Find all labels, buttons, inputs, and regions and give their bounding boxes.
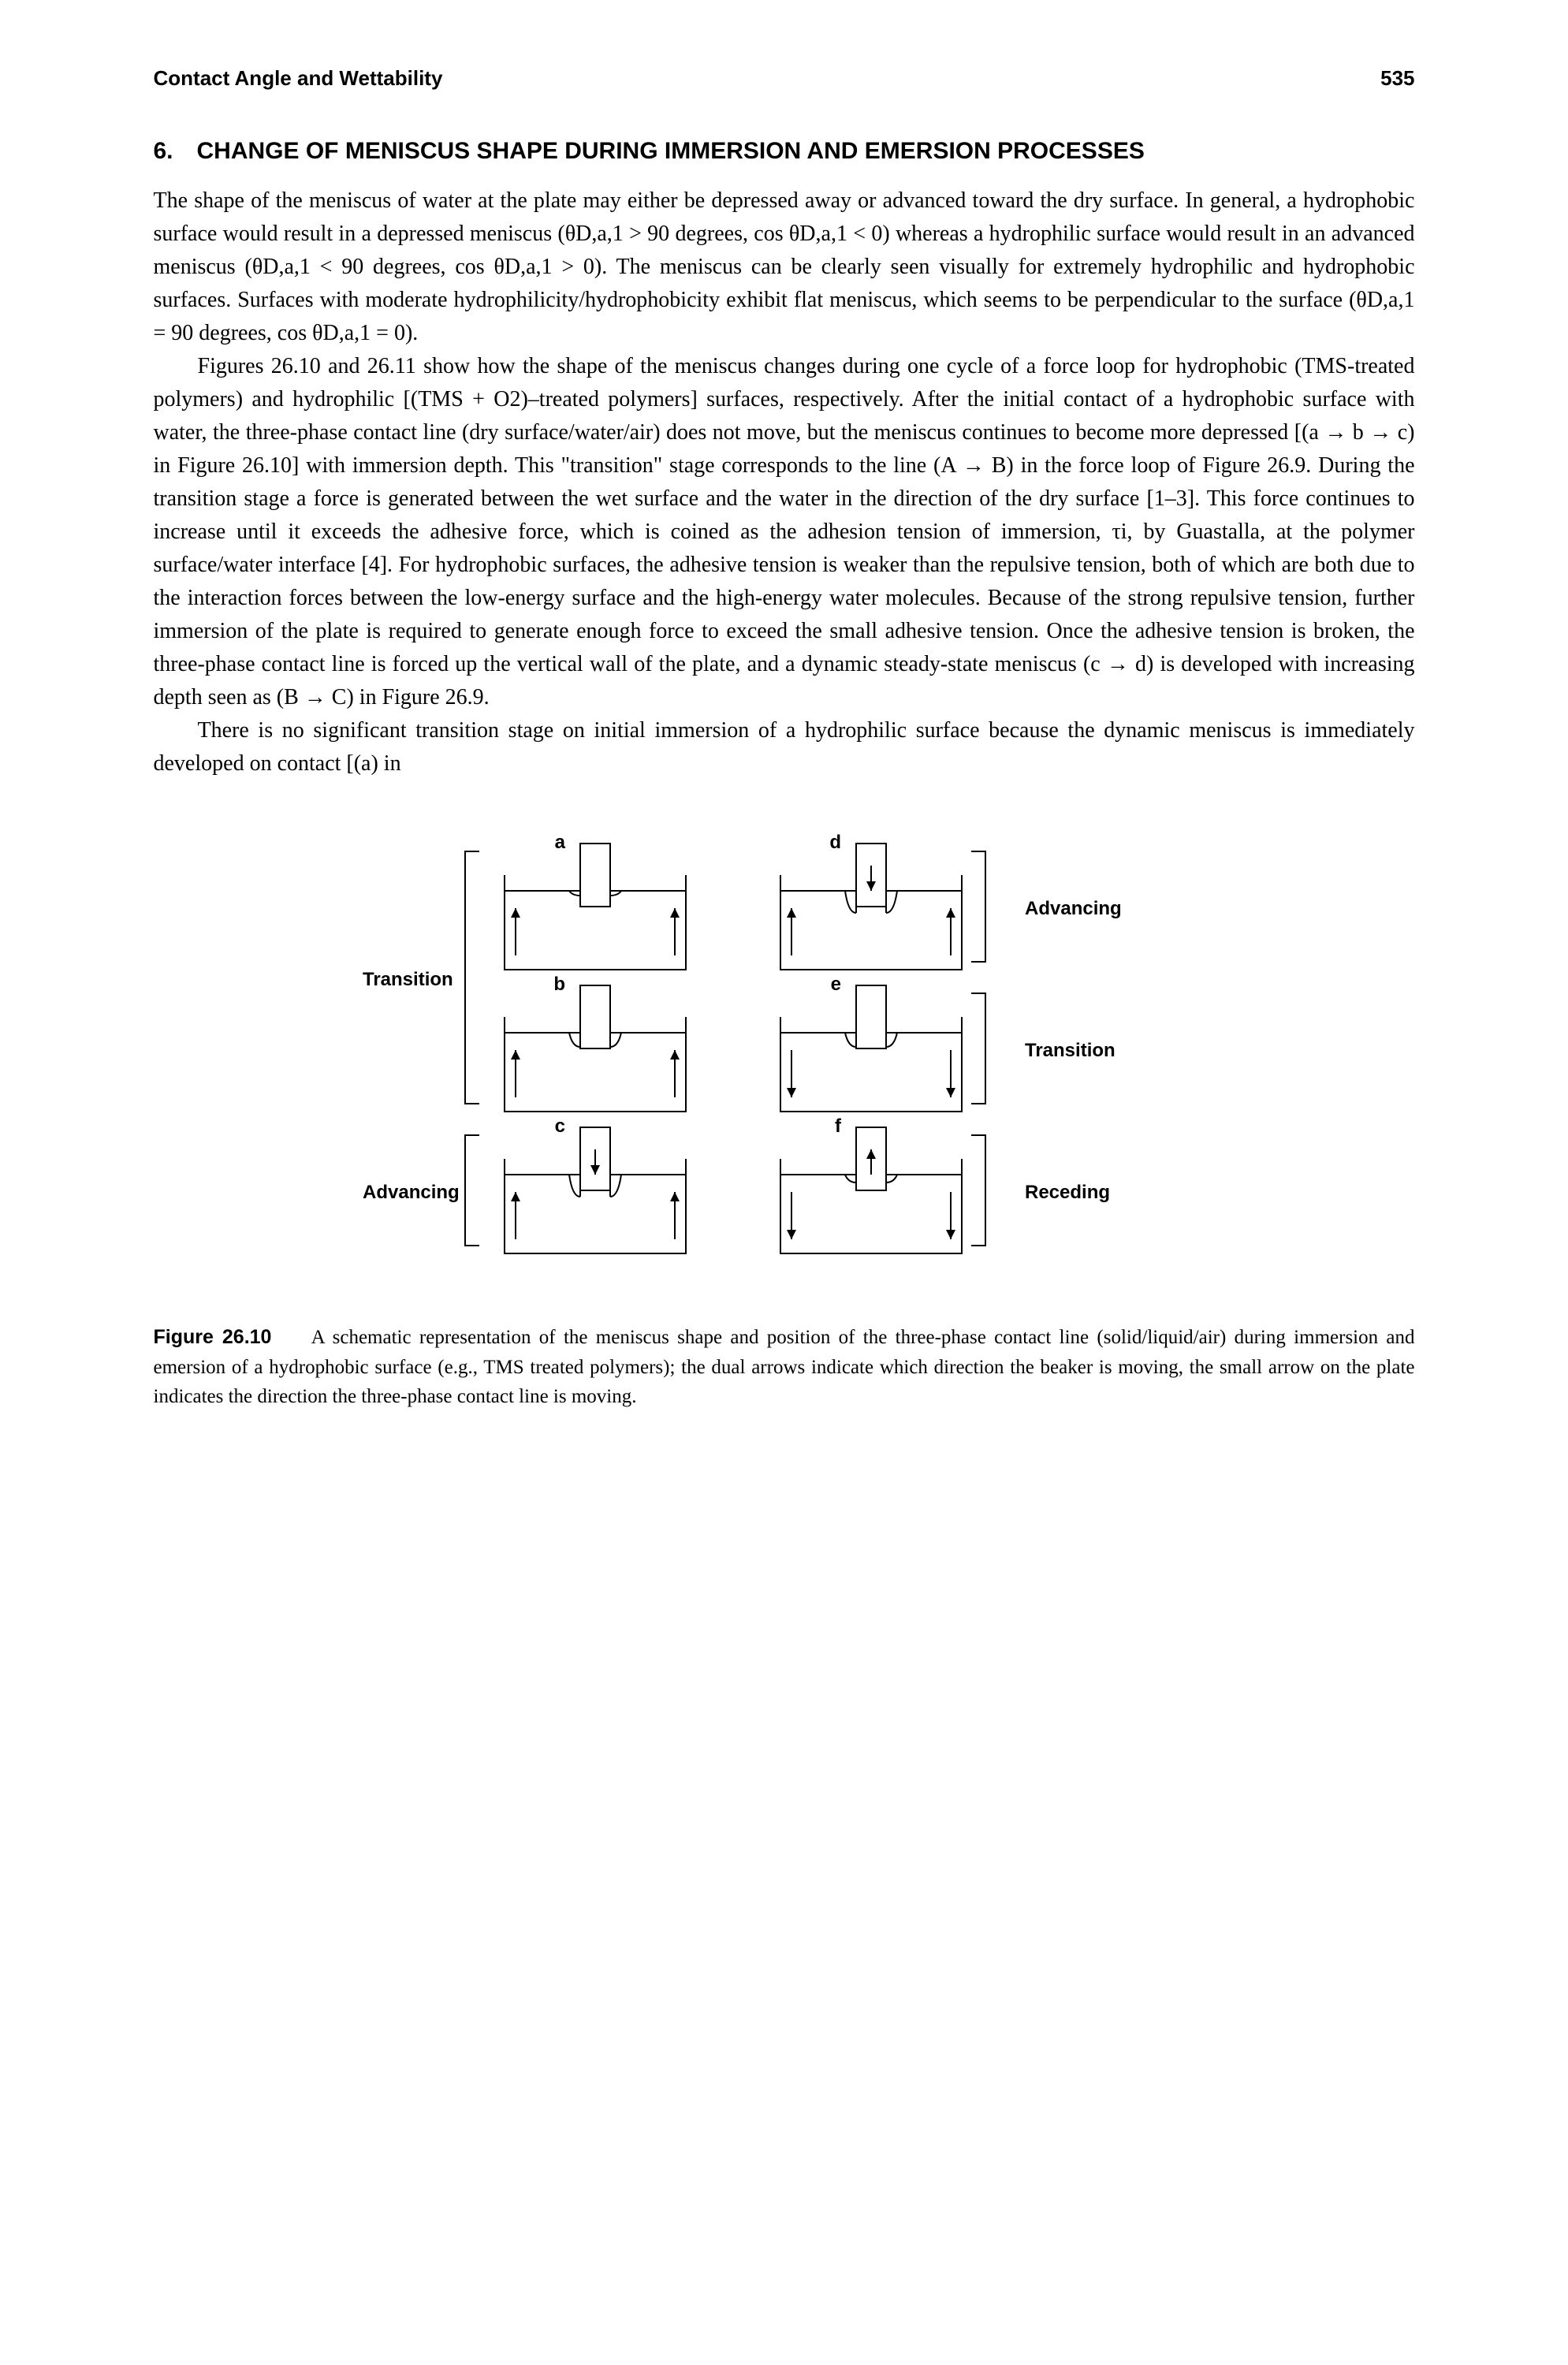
figure-svg: a b c d e f Transition Advancing Advancing Transi… — [331, 820, 1238, 1293]
svg-text:d: d — [829, 832, 841, 853]
body-text: The shape of the meniscus of water at th… — [154, 184, 1415, 780]
figure-caption-text: A schematic representation of the menisc… — [154, 1327, 1415, 1407]
section-number: 6. — [154, 133, 197, 169]
running-head-left: Contact Angle and Wettability — [154, 63, 443, 94]
svg-text:b: b — [553, 974, 565, 995]
svg-text:Transition: Transition — [1025, 1040, 1115, 1061]
svg-text:Transition: Transition — [363, 969, 453, 990]
svg-text:Receding: Receding — [1025, 1182, 1110, 1203]
section-title: CHANGE OF MENISCUS SHAPE DURING IMMERSIO… — [197, 133, 1415, 169]
svg-text:c: c — [554, 1115, 564, 1137]
figure-26-10: a b c d e f Transition Advancing Advancing Transi… — [154, 820, 1415, 1299]
paragraph-3: There is no significant transition stage… — [154, 714, 1415, 780]
section-heading: 6. CHANGE OF MENISCUS SHAPE DURING IMMER… — [154, 133, 1415, 169]
svg-text:f: f — [835, 1115, 842, 1137]
svg-text:a: a — [554, 832, 565, 853]
svg-text:e: e — [830, 974, 840, 995]
figure-caption-label: Figure 26.10 — [154, 1326, 272, 1348]
figure-caption: Figure 26.10 A schematic representation … — [154, 1323, 1415, 1412]
paragraph-2: Figures 26.10 and 26.11 show how the sha… — [154, 350, 1415, 714]
svg-text:Advancing: Advancing — [363, 1182, 460, 1203]
running-head: Contact Angle and Wettability 535 — [154, 63, 1415, 94]
running-head-page: 535 — [1380, 63, 1414, 94]
svg-text:Advancing: Advancing — [1025, 898, 1122, 919]
paragraph-1: The shape of the meniscus of water at th… — [154, 184, 1415, 350]
